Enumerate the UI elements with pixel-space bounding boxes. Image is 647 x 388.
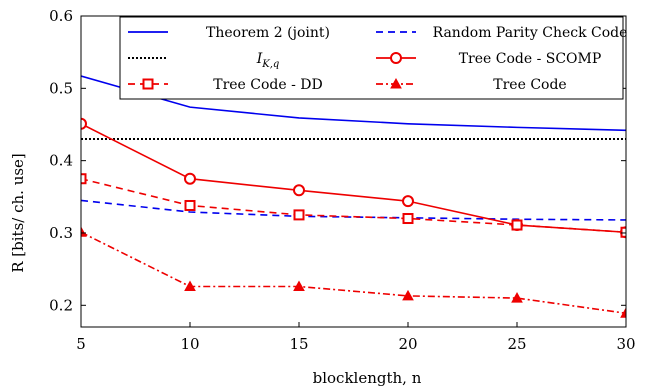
series-group: [81, 75, 626, 318]
data-point-s5-1: [184, 280, 196, 291]
legend-label-1: Random Parity Check Code: [433, 25, 628, 41]
data-point-s4-5: [620, 226, 626, 238]
x-tick-label-3: 20: [398, 335, 417, 353]
x-tick-label-1: 10: [180, 335, 199, 353]
legend-label-5: Tree Code: [493, 77, 566, 93]
plot-area: [81, 75, 626, 318]
legend-marker-4: [142, 78, 154, 90]
series-line-5: [81, 231, 626, 315]
legend-marker-5: [390, 77, 402, 89]
data-point-s4-0: [81, 173, 87, 185]
data-point-s4-1: [184, 199, 196, 211]
axes: 5 10 15 20 25 30 0.2 0.3 0.4 0.5 0.6: [49, 7, 635, 353]
x-axis-label: blocklength, n: [313, 369, 422, 387]
legend-label-3: Tree Code - SCOMP: [459, 51, 602, 67]
data-point-s4-4: [511, 219, 523, 231]
y-tick-label-4: 0.6: [49, 7, 73, 25]
data-point-s5-4: [511, 292, 523, 303]
series-line-0: [81, 75, 626, 132]
y-tick-label-3: 0.5: [49, 79, 73, 97]
y-tick-label-1: 0.3: [49, 224, 73, 242]
y-axis-label: R [bits/ ch. use]: [9, 153, 27, 273]
x-tick-label-4: 25: [507, 335, 526, 353]
y-tick-label-2: 0.4: [49, 152, 73, 170]
legend-label-4: Tree Code - DD: [213, 77, 323, 93]
x-tick-label-5: 30: [616, 335, 635, 353]
legend-marker-3: [390, 52, 402, 64]
legend-label-2: IK,q: [256, 51, 280, 70]
data-point-s5-0: [81, 226, 87, 237]
x-tick-label-0: 5: [76, 335, 86, 353]
data-point-s3-2: [293, 184, 305, 197]
data-point-s3-1: [184, 172, 196, 185]
legend-box: [119, 16, 624, 100]
plot-frame: [80, 15, 627, 328]
data-point-s4-3: [402, 213, 414, 225]
y-tick-label-0: 0.2: [49, 296, 73, 314]
data-point-s5-3: [402, 289, 414, 301]
data-point-s5-5: [620, 307, 626, 318]
data-point-s5-2: [293, 280, 305, 291]
data-point-s4-2: [293, 209, 305, 221]
legend: Theorem 2 (joint) Random Parity Check Cod…: [119, 16, 628, 100]
data-point-s3-0: [81, 117, 87, 130]
data-point-s3-3: [402, 195, 414, 208]
series-line-4: [81, 177, 626, 234]
legend-label-0: Theorem 2 (joint): [206, 25, 330, 41]
x-tick-label-2: 15: [289, 335, 308, 353]
